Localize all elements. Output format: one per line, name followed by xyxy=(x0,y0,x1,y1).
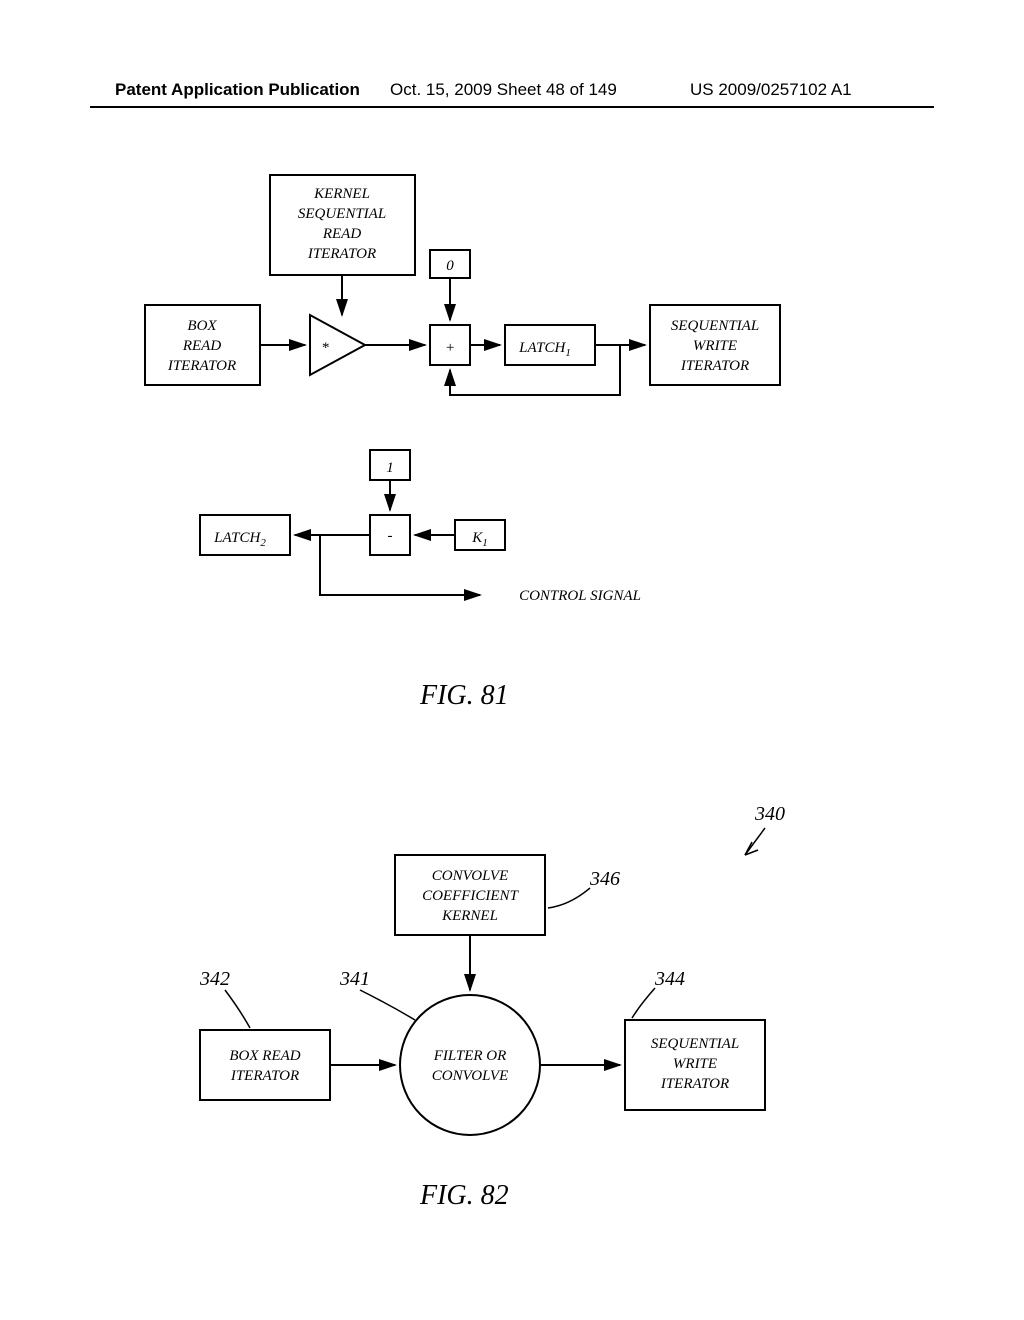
ref-341: 341 xyxy=(339,968,370,990)
header-rule xyxy=(90,106,934,108)
fc-l1: FILTER OR xyxy=(433,1048,507,1064)
kernel-line3: READ xyxy=(322,226,361,242)
boxread82-box xyxy=(200,1030,330,1100)
box-read-l3: ITERATOR xyxy=(167,358,236,374)
latch1-label: LATCH1 xyxy=(518,340,571,359)
header-right: US 2009/0257102 A1 xyxy=(690,80,852,100)
zero-label: 0 xyxy=(446,258,454,274)
ref-340: 340 xyxy=(754,803,785,825)
fig81-diagram: KERNEL SEQUENTIAL READ ITERATOR 0 BOX RE… xyxy=(0,160,1024,690)
ck-l3: KERNEL xyxy=(441,908,498,924)
seq-write-l1: SEQUENTIAL xyxy=(671,318,759,334)
seq-write-l3: ITERATOR xyxy=(680,358,749,374)
one-label: 1 xyxy=(386,460,394,476)
ref-346: 346 xyxy=(589,868,620,890)
fig82-diagram: CONVOLVE COEFFICIENT KERNEL BOX READ ITE… xyxy=(0,780,1024,1180)
k1-label: K1 xyxy=(471,530,488,549)
header-center: Oct. 15, 2009 Sheet 48 of 149 xyxy=(390,80,617,100)
sw82-l1: SEQUENTIAL xyxy=(651,1036,739,1052)
kernel-line1: KERNEL xyxy=(313,186,370,202)
ck-l2: COEFFICIENT xyxy=(422,888,519,904)
control-signal-label: CONTROL SIGNAL xyxy=(519,588,641,604)
fc-l2: CONVOLVE xyxy=(432,1068,509,1084)
multiplier-triangle xyxy=(310,315,365,375)
fig82-label: FIG. 82 xyxy=(420,1180,509,1212)
fig81-label: FIG. 81 xyxy=(420,680,509,712)
mult-label: * xyxy=(321,340,329,356)
box-read-l1: BOX xyxy=(187,318,217,334)
plus-label: + xyxy=(445,340,455,356)
ref-342: 342 xyxy=(199,968,230,990)
leader-344 xyxy=(632,988,655,1018)
minus-label: - xyxy=(388,528,393,544)
ref-344: 344 xyxy=(654,968,685,990)
br82-l1: BOX READ xyxy=(229,1048,300,1064)
sw82-l2: WRITE xyxy=(673,1056,717,1072)
kernel-line2: SEQUENTIAL xyxy=(298,206,386,222)
br82-l2: ITERATOR xyxy=(230,1068,299,1084)
leader-346 xyxy=(548,888,590,908)
latch2-label: LATCH2 xyxy=(213,530,266,549)
leader-342 xyxy=(225,990,250,1028)
kernel-line4: ITERATOR xyxy=(307,246,376,262)
filter-convolve-circle xyxy=(400,995,540,1135)
seq-write-l2: WRITE xyxy=(693,338,737,354)
ck-l1: CONVOLVE xyxy=(432,868,509,884)
header-left: Patent Application Publication xyxy=(115,80,360,100)
sw82-l3: ITERATOR xyxy=(660,1076,729,1092)
box-read-l2: READ xyxy=(182,338,221,354)
leader-341 xyxy=(360,990,415,1020)
